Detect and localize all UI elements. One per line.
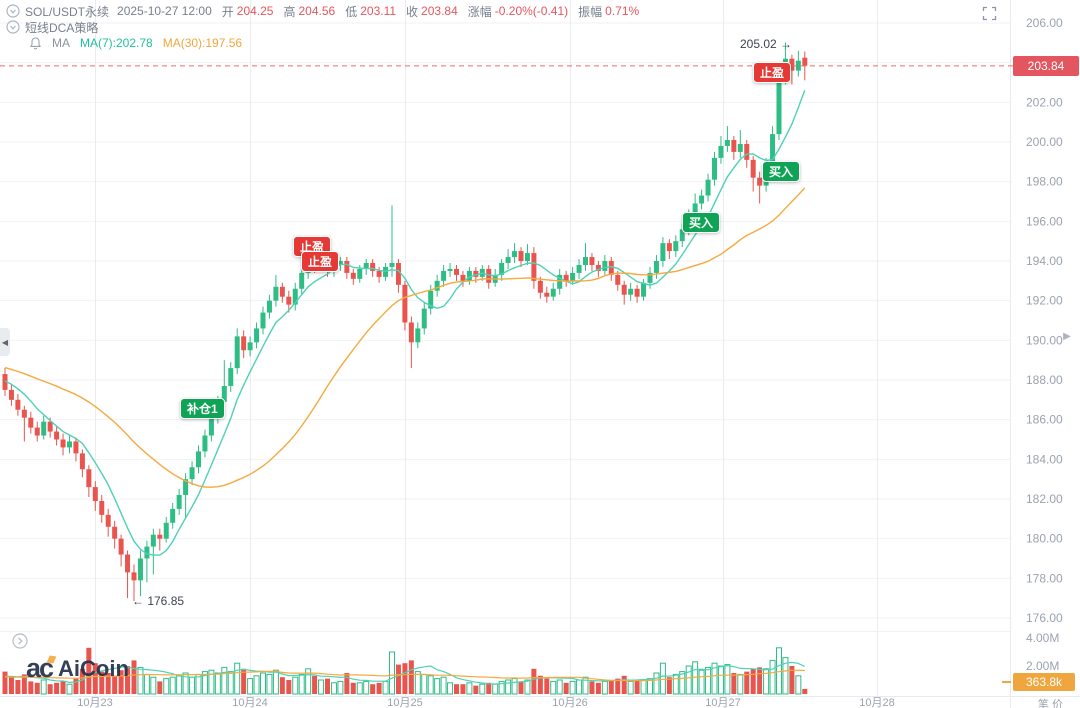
high-label: 高 bbox=[283, 4, 296, 19]
last-price-badge: 203.84 bbox=[1013, 56, 1079, 76]
low-label: 低 bbox=[345, 4, 358, 19]
svg-text:4.00M: 4.00M bbox=[1026, 631, 1059, 645]
svg-text:10月25: 10月25 bbox=[387, 697, 422, 708]
svg-text:200.00: 200.00 bbox=[1026, 135, 1063, 149]
close-value: 203.84 bbox=[421, 4, 458, 18]
collapse-circle-icon[interactable] bbox=[6, 20, 20, 34]
svg-text:10月28: 10月28 bbox=[859, 697, 894, 708]
svg-text:182.00: 182.00 bbox=[1026, 492, 1063, 506]
ma7-value: MA(7):202.78 bbox=[80, 36, 153, 50]
change-value: -0.20%(-0.41) bbox=[494, 4, 569, 18]
svg-text:10月23: 10月23 bbox=[77, 697, 112, 708]
candle-datetime: 2025-10-27 12:00 bbox=[117, 4, 212, 18]
svg-text:180.00: 180.00 bbox=[1026, 532, 1063, 546]
svg-text:2.00M: 2.00M bbox=[1026, 659, 1059, 673]
chart-header: SOL/USDT永续 2025-10-27 12:00 开 204.25 高 2… bbox=[6, 3, 639, 51]
strategy-name: 短线DCA策略 bbox=[25, 20, 99, 35]
last-volume-badge: 363.8k bbox=[1013, 673, 1075, 691]
take-profit-badge: 止盈 bbox=[301, 251, 340, 272]
svg-text:192.00: 192.00 bbox=[1026, 294, 1063, 308]
change-label: 涨幅 bbox=[467, 4, 492, 19]
svg-text:178.00: 178.00 bbox=[1026, 571, 1063, 585]
dca-add-badge: 补仓1 bbox=[180, 398, 225, 419]
scroll-left-handle[interactable]: ◀ bbox=[0, 328, 10, 356]
high-value: 204.56 bbox=[298, 4, 336, 18]
low-value: 203.11 bbox=[360, 4, 397, 18]
ma30-value: MA(30):197.56 bbox=[162, 36, 243, 50]
svg-text:196.00: 196.00 bbox=[1026, 214, 1063, 228]
aicoin-logo-mark: ac bbox=[26, 653, 54, 683]
ohlc-row: SOL/USDT永续 2025-10-27 12:00 开 204.25 高 2… bbox=[6, 3, 639, 19]
volume-pane-expander-icon[interactable] bbox=[12, 633, 28, 654]
svg-text:198.00: 198.00 bbox=[1026, 175, 1063, 189]
scroll-right-handle[interactable]: ▶ bbox=[1063, 330, 1071, 342]
open-label: 开 bbox=[221, 4, 234, 19]
strategy-row: 短线DCA策略 bbox=[6, 19, 639, 35]
amplitude-label: 振幅 bbox=[578, 4, 603, 19]
svg-text:202.00: 202.00 bbox=[1026, 95, 1063, 109]
symbol-label: SOL/USDT永续 bbox=[25, 4, 110, 19]
svg-text:186.00: 186.00 bbox=[1026, 413, 1063, 427]
buy-badge: 买入 bbox=[682, 212, 721, 233]
open-value: 204.25 bbox=[236, 4, 274, 18]
aicoin-watermark: ac AiCoin bbox=[26, 655, 129, 682]
fullscreen-icon[interactable] bbox=[981, 5, 998, 27]
buy-badge: 买入 bbox=[762, 161, 801, 182]
svg-text:190.00: 190.00 bbox=[1026, 333, 1063, 347]
svg-text:10月24: 10月24 bbox=[232, 697, 267, 708]
close-label: 收 bbox=[406, 4, 419, 19]
svg-text:10月27: 10月27 bbox=[705, 697, 740, 708]
svg-text:206.00: 206.00 bbox=[1026, 16, 1063, 30]
take-profit-badge: 止盈 bbox=[753, 62, 792, 83]
volume-dash bbox=[1002, 681, 1011, 683]
svg-text:176.00: 176.00 bbox=[1026, 611, 1063, 625]
svg-text:184.00: 184.00 bbox=[1026, 452, 1063, 466]
low-price-note: ← 176.85 bbox=[132, 594, 185, 608]
collapse-circle-icon[interactable] bbox=[6, 4, 20, 18]
svg-text:10月26: 10月26 bbox=[552, 697, 587, 708]
aicoin-logo-text: AiCoin bbox=[58, 655, 129, 681]
ma-indicator-label: MA bbox=[52, 36, 70, 50]
alert-bell-icon[interactable] bbox=[28, 36, 43, 51]
ma-indicator-row: MA MA(7):202.78 MA(30):197.56 bbox=[28, 35, 639, 51]
svg-text:188.00: 188.00 bbox=[1026, 373, 1063, 387]
high-price-note: 205.02 → bbox=[740, 37, 793, 51]
amplitude-value: 0.71% bbox=[605, 4, 640, 18]
svg-text:194.00: 194.00 bbox=[1026, 254, 1063, 268]
axis-corner-label: 笔 价 bbox=[1038, 699, 1064, 708]
